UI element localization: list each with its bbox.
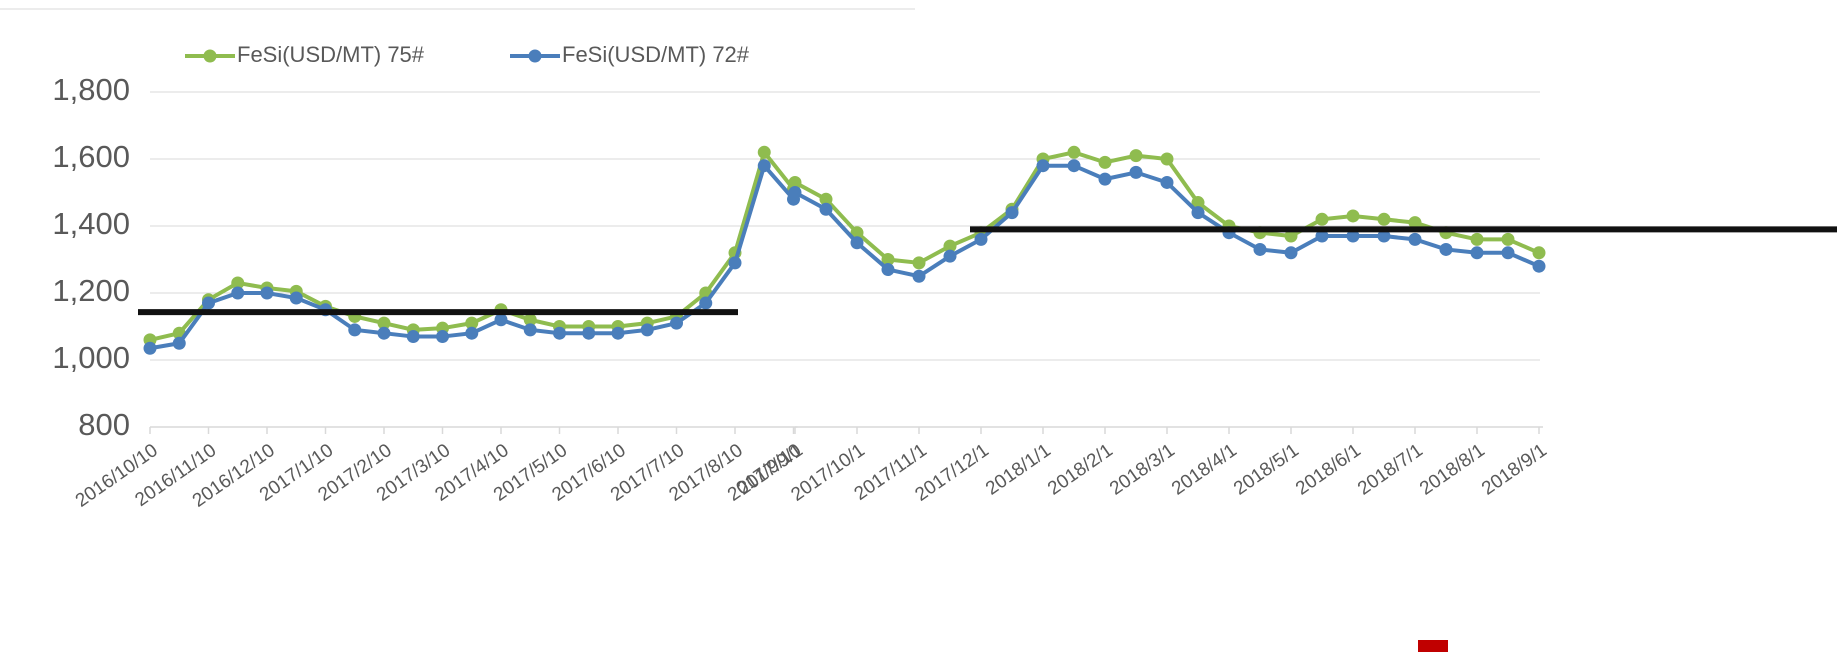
x-tick-label: 2018/4/1 xyxy=(1168,440,1241,500)
point xyxy=(1470,232,1484,246)
point xyxy=(819,202,833,216)
y-tick-label: 1,600 xyxy=(52,139,130,174)
logo xyxy=(1418,640,1448,652)
point xyxy=(172,336,186,350)
y-tick-label: 1,800 xyxy=(52,72,130,107)
x-tick-label: 2018/9/1 xyxy=(1478,440,1551,500)
point xyxy=(523,313,537,327)
point xyxy=(1501,232,1515,246)
y-tick-label: 800 xyxy=(78,407,130,442)
point xyxy=(1067,159,1081,173)
point xyxy=(1191,196,1205,210)
point xyxy=(943,239,957,253)
point xyxy=(881,263,895,277)
x-tick-label: 2018/1/1 xyxy=(982,440,1055,500)
point xyxy=(143,341,157,355)
point xyxy=(1377,212,1391,226)
point xyxy=(231,286,245,300)
point xyxy=(1253,242,1267,256)
point xyxy=(260,286,274,300)
point xyxy=(1098,155,1112,169)
point xyxy=(757,145,771,159)
point xyxy=(1191,206,1205,220)
point xyxy=(912,269,926,283)
point xyxy=(1501,246,1515,260)
point xyxy=(912,256,926,270)
y-tick-label: 1,000 xyxy=(52,340,130,375)
point xyxy=(1129,165,1143,179)
legend-label: FeSi(USD/MT) 75# xyxy=(237,42,425,67)
point xyxy=(757,159,771,173)
y-tick-label: 1,400 xyxy=(52,206,130,241)
point xyxy=(465,326,479,340)
point xyxy=(1346,229,1360,243)
point xyxy=(850,226,864,240)
point xyxy=(1160,175,1174,189)
point xyxy=(553,326,566,340)
point xyxy=(1470,246,1484,260)
point xyxy=(465,316,479,330)
x-tick-label: 2018/8/1 xyxy=(1416,440,1489,500)
point xyxy=(377,326,391,340)
point xyxy=(582,326,596,340)
point xyxy=(943,249,957,263)
point xyxy=(788,186,802,199)
point xyxy=(728,256,742,270)
point xyxy=(1408,232,1422,246)
x-tick-label: 2018/6/1 xyxy=(1292,440,1365,500)
point xyxy=(699,296,713,310)
legend-marker xyxy=(203,49,217,63)
point xyxy=(788,175,802,189)
series-line xyxy=(794,150,1540,265)
point xyxy=(494,313,508,327)
point xyxy=(406,330,420,344)
x-tick-label: 2018/7/1 xyxy=(1354,440,1427,500)
x-tick-label: 2018/5/1 xyxy=(1230,440,1303,500)
point xyxy=(881,253,895,266)
point xyxy=(1098,172,1112,186)
point xyxy=(819,192,833,206)
point xyxy=(1005,206,1019,220)
y-tick-label: 1,200 xyxy=(52,273,130,308)
point xyxy=(1160,152,1174,166)
point xyxy=(974,232,988,246)
point xyxy=(436,330,449,344)
point xyxy=(1067,145,1081,159)
point xyxy=(1129,149,1143,163)
legend-label: FeSi(USD/MT) 72# xyxy=(562,42,750,67)
point xyxy=(1315,212,1329,226)
point xyxy=(611,326,625,340)
point xyxy=(1346,209,1360,223)
point xyxy=(850,236,864,250)
point xyxy=(640,323,654,337)
point xyxy=(231,276,245,290)
point xyxy=(1284,246,1298,260)
x-tick-label: 2018/2/1 xyxy=(1044,440,1117,500)
point xyxy=(1315,229,1329,243)
point xyxy=(202,296,215,310)
x-tick-label: 2018/3/1 xyxy=(1106,440,1179,500)
legend-marker xyxy=(528,49,542,63)
point xyxy=(1284,229,1298,243)
point xyxy=(348,323,362,337)
point xyxy=(670,316,683,330)
point xyxy=(1532,246,1546,260)
point xyxy=(1532,259,1546,273)
point xyxy=(1377,229,1391,243)
point xyxy=(1439,242,1453,256)
point xyxy=(289,291,303,305)
point xyxy=(377,316,391,330)
point xyxy=(1036,159,1050,173)
point xyxy=(523,323,537,337)
point xyxy=(1408,216,1422,230)
